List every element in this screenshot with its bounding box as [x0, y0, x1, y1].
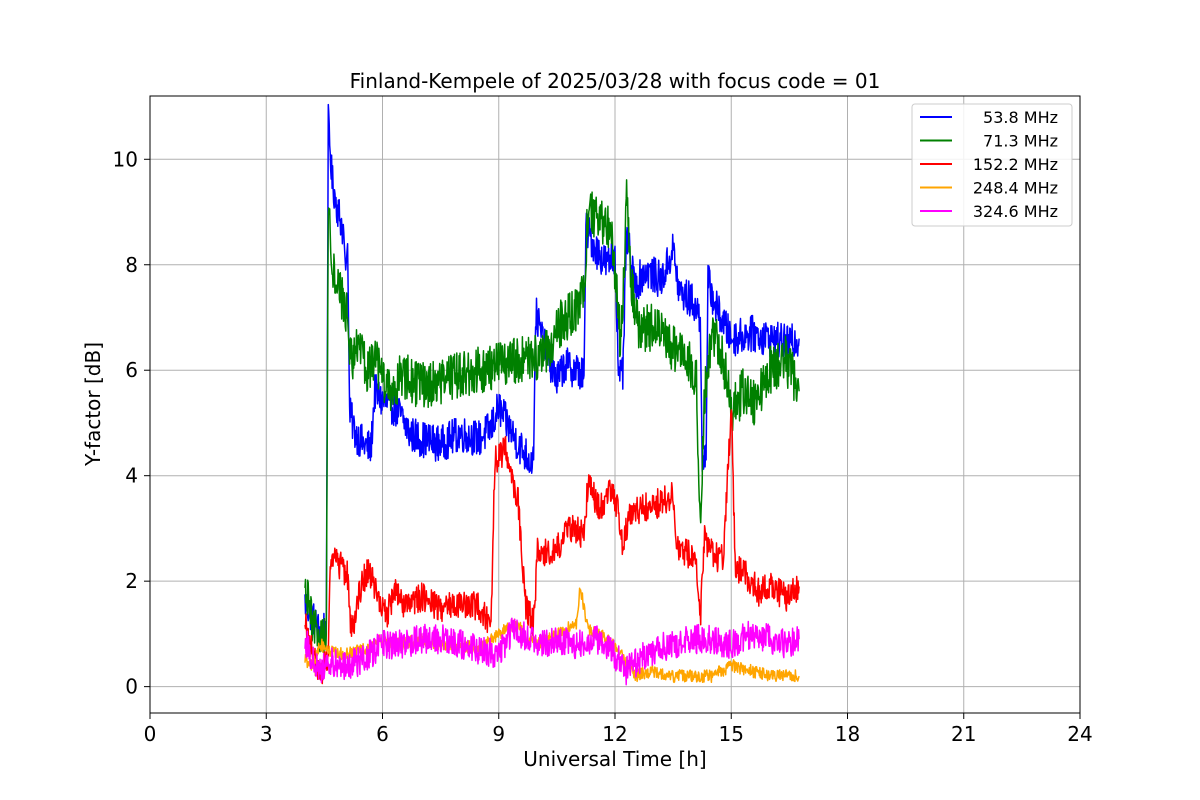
x-tick-label: 18 [835, 722, 860, 746]
legend-label: 152.2 MHz [973, 155, 1058, 174]
legend-label: 53.8 MHz [983, 108, 1058, 127]
y-tick-label: 10 [113, 147, 138, 171]
legend-label: 248.4 MHz [973, 179, 1058, 198]
y-axis-label: Y-factor [dB] [81, 342, 105, 467]
x-tick-label: 6 [376, 722, 389, 746]
legend-label: 71.3 MHz [983, 132, 1058, 151]
legend-label: 324.6 MHz [973, 202, 1058, 221]
x-tick-label: 9 [492, 722, 505, 746]
x-axis-label: Universal Time [h] [523, 747, 706, 771]
y-axis: 0 2 4 6 8 10 [113, 147, 150, 699]
y-tick-label: 4 [125, 464, 138, 488]
legend-box [911, 103, 1073, 227]
x-tick-label: 0 [144, 722, 157, 746]
x-tick-label: 12 [602, 722, 627, 746]
chart-title: Finland-Kempele of 2025/03/28 with focus… [350, 69, 881, 93]
legend: 53.8 MHz 71.3 MHz 152.2 MHz 248.4 MHz 324.6 … [911, 103, 1073, 227]
x-axis: 0 3 6 9 12 15 18 21 24 [144, 713, 1093, 746]
series-line-1 [304, 179, 800, 654]
x-tick-label: 21 [951, 722, 976, 746]
y-tick-label: 8 [125, 253, 138, 277]
series-layer [304, 103, 800, 686]
y-tick-label: 0 [125, 675, 138, 699]
series-line-2 [304, 409, 800, 685]
x-tick-label: 24 [1067, 722, 1092, 746]
y-tick-label: 2 [125, 569, 138, 593]
series-line-4 [304, 617, 800, 686]
x-tick-label: 3 [260, 722, 273, 746]
y-tick-label: 6 [125, 358, 138, 382]
x-tick-label: 15 [719, 722, 744, 746]
